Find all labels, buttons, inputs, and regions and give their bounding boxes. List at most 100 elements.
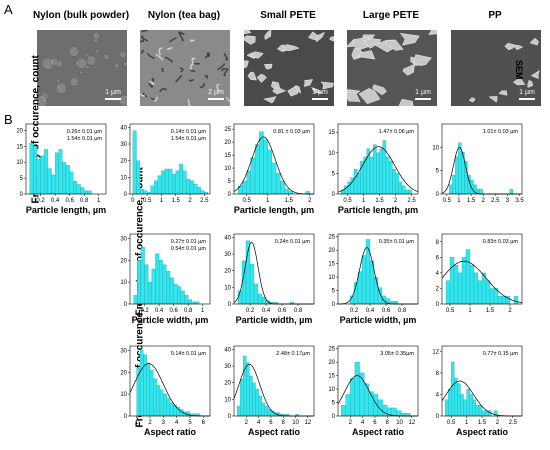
histogram-bar (382, 405, 388, 417)
x-tick-label: 10 (292, 420, 299, 426)
sem-particle (310, 86, 323, 94)
x-tick-label: 0.4 (51, 198, 60, 204)
histogram-bar (171, 173, 176, 195)
y-tick-label: 4 (436, 271, 440, 277)
y-tick-label: 2 (436, 286, 440, 292)
histogram-bar (155, 253, 160, 305)
sem-fibre (141, 50, 145, 54)
histogram-bar (254, 144, 260, 195)
x-axis-label: Aspect ratio (352, 427, 405, 437)
plot-frame (233, 345, 315, 417)
histogram-bars (29, 142, 92, 195)
histogram-bar (445, 280, 451, 305)
histogram-bar (264, 405, 268, 417)
scale-bar: 1 µm (312, 89, 328, 100)
x-tick-label: 0.2 (36, 198, 45, 204)
histogram: 0.5 1 1.5 2 2.5 0 5 10 15 1.47± 0.06 µm Particle l… (328, 123, 419, 215)
column-title-small-pete: Small PETE (260, 10, 316, 21)
x-tick-label: 1 (201, 308, 205, 314)
histogram-bars (238, 131, 310, 195)
y-tick-label: 30 (120, 348, 127, 354)
x-tick-label: 0.6 (169, 308, 178, 314)
x-tick-label: 3.5 (515, 198, 524, 204)
histogram-bar (65, 165, 70, 195)
plot-frame (337, 233, 419, 305)
x-tick-label: 2 (188, 198, 192, 204)
scale-bar-label: 1 µm (312, 89, 328, 96)
scale-bar: 2 µm (208, 89, 224, 100)
histogram-bar (150, 185, 155, 195)
sem-background (451, 30, 541, 106)
y-tick-label: 10 (120, 280, 127, 286)
histogram-bar (186, 178, 191, 195)
histogram-bar (44, 149, 48, 195)
histogram-bars (340, 362, 411, 417)
histogram-bar (169, 277, 174, 305)
sem-fibre (141, 93, 148, 98)
plot-frame (337, 345, 419, 417)
histogram-bar (252, 382, 256, 417)
histogram-bar (84, 190, 88, 195)
sem-particle (86, 55, 97, 66)
histogram-bar (139, 188, 144, 195)
histogram-bar (177, 286, 182, 305)
y-tick-label: 30 (120, 236, 127, 242)
y-tick-label: 20 (120, 258, 127, 264)
histogram-bars (341, 140, 412, 195)
histogram-bar (54, 152, 59, 195)
sem-particle (244, 35, 256, 45)
histogram-bar (455, 156, 459, 195)
histogram-bar (161, 170, 166, 195)
histogram-bar (271, 162, 277, 195)
fit-annotation: 0.26± 0.01 µm (67, 129, 103, 135)
x-tick-label: 1 (362, 198, 366, 204)
histogram-bar (258, 395, 262, 417)
histogram-bar (340, 405, 346, 417)
x-tick-label: 0.4 (366, 308, 375, 314)
histogram-bar (180, 290, 185, 305)
sem-particle (398, 98, 414, 106)
sem-particle (75, 60, 81, 66)
sem-fibre (148, 82, 153, 88)
histogram-bar (51, 174, 56, 195)
x-tick-label: 6 (269, 420, 273, 426)
histogram-bar (240, 379, 244, 417)
fit-annotation: 0.83± 0.03 µm (483, 239, 519, 245)
sem-fibre (141, 35, 149, 42)
histogram: 2 4 6 8 10 12 0 10 20 30 40 2.48± 0.17µm Aspect rati… (224, 345, 315, 437)
sem-particle (498, 90, 508, 96)
y-tick-label: 6 (436, 255, 440, 261)
histogram-bar (393, 301, 399, 305)
y-tick-label: 10 (120, 392, 127, 398)
histogram-bar (253, 283, 259, 305)
sem-fibre (178, 32, 184, 42)
sem-fibre (189, 78, 195, 82)
sem-fibre (169, 37, 178, 43)
histogram-bar (453, 264, 459, 305)
histogram-bar (246, 170, 251, 195)
histogram-bar (485, 280, 491, 305)
sem-fibre (161, 67, 164, 72)
histogram-bar (236, 405, 241, 417)
histogram: 0.5 1 1.5 2 0 2 4 6 8 0.83± 0.03 µm (436, 233, 523, 314)
sem-fibre (164, 56, 173, 63)
sem-particle (488, 96, 498, 103)
sem-particle (512, 77, 526, 86)
histogram-bar (246, 362, 250, 417)
sem-particle (355, 50, 376, 60)
fit-annotation: 0.27± 0.01 µm (171, 239, 207, 245)
y-tick-label: 20 (120, 159, 127, 165)
histogram-bars (237, 240, 295, 305)
histogram-bar (449, 184, 453, 195)
histogram-bar (143, 190, 148, 195)
x-axis-label: Particle width, µm (236, 315, 313, 325)
sem-particle (79, 70, 83, 75)
gaussian-fit-line (337, 146, 419, 193)
x-tick-label: 10 (396, 420, 403, 426)
y-tick-label: 5 (332, 171, 336, 177)
histogram-bar (195, 301, 200, 305)
y-tick-label: 5 (20, 176, 24, 182)
sem-particle (468, 97, 476, 103)
y-tick-label: 20 (328, 248, 335, 254)
x-tick-label: 2 (394, 198, 398, 204)
